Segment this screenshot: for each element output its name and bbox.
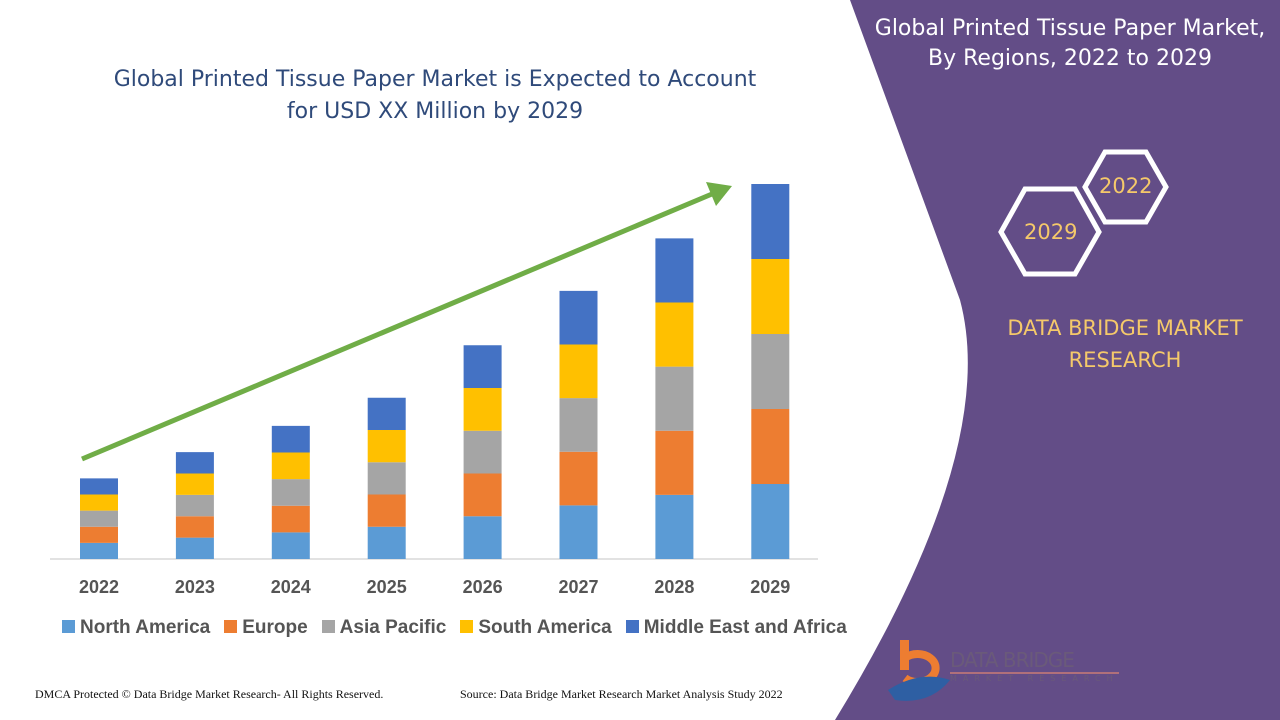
title-line-1: Global Printed Tissue Paper Market is Ex… — [113, 67, 757, 92]
x-tick-label: 2029 — [750, 577, 790, 597]
legend-label: Asia Pacific — [339, 617, 447, 638]
bar-2025-series-0 — [367, 526, 406, 559]
purple-panel — [835, 0, 1280, 720]
bar-2026-series-2 — [463, 430, 502, 474]
bar-2022-series-2 — [80, 510, 118, 527]
legend-swatch — [62, 620, 75, 633]
bar-2026-series-4 — [463, 345, 502, 388]
bar-2027-series-4 — [559, 290, 598, 345]
brand-text: DATA BRIDGE MARKET RESEARCH — [980, 312, 1270, 376]
x-tick-label: 2026 — [463, 577, 503, 597]
x-tick-label: 2025 — [367, 577, 407, 597]
chart-title: Global Printed Tissue Paper Market is Ex… — [80, 64, 790, 128]
legend-swatch — [321, 620, 335, 633]
panel-title-line-2: By Regions, 2022 to 2029 — [928, 46, 1212, 71]
x-tick-label: 2024 — [271, 577, 311, 597]
trend-arrow — [81, 191, 713, 462]
bar-2023-series-1 — [175, 516, 214, 538]
bar-2027-series-0 — [559, 505, 598, 559]
legend-item: Europe — [224, 617, 308, 639]
hex-label-2029: 2029 — [1024, 220, 1078, 244]
bar-2024-series-1 — [271, 505, 310, 533]
bar-2024-series-2 — [271, 479, 310, 506]
x-tick-label: 2022 — [79, 577, 119, 597]
brand-line-1: DATA BRIDGE MARKET — [1007, 316, 1243, 340]
bar-2024-series-4 — [271, 425, 310, 453]
bar-2029-series-2 — [751, 334, 790, 409]
bar-2028-series-2 — [655, 366, 694, 431]
legend-label: Europe — [242, 617, 308, 638]
title-line-2: for USD XX Million by 2029 — [286, 99, 584, 124]
x-tick-label: 2023 — [175, 577, 215, 597]
legend-item: Asia Pacific — [321, 617, 447, 639]
bar-2028-series-1 — [655, 430, 694, 495]
bar-2027-series-2 — [559, 398, 598, 452]
logo-icon — [888, 640, 950, 701]
bar-2023-series-3 — [175, 473, 214, 495]
bar-2026-series-1 — [463, 473, 502, 517]
bar-2029-series-1 — [751, 409, 790, 484]
hex-label-2022: 2022 — [1099, 174, 1153, 198]
bar-2029-series-3 — [751, 259, 790, 334]
footer-copyright: DMCA Protected © Data Bridge Market Rese… — [35, 687, 384, 701]
bar-2022-series-3 — [80, 494, 118, 511]
legend-swatch — [224, 620, 238, 633]
bar-2028-series-3 — [655, 302, 694, 367]
bar-2023-series-4 — [175, 452, 214, 474]
legend-label: North America — [80, 617, 211, 638]
hexagon-2022 — [1082, 149, 1169, 225]
bar-2024-series-0 — [271, 532, 310, 559]
bar-2028-series-0 — [655, 494, 694, 559]
bar-2027-series-3 — [559, 344, 598, 399]
bar-2028-series-4 — [655, 238, 694, 303]
bar-2025-series-3 — [367, 430, 406, 463]
logo-line-2: MARKET RESEARCH — [950, 672, 1119, 683]
bar-2025-series-2 — [367, 462, 406, 495]
bar-2025-series-4 — [367, 397, 406, 430]
legend-item: North America — [62, 617, 210, 639]
logo: DATA BRIDGE MARKET RESEARCH — [950, 648, 1119, 683]
brand-line-2: RESEARCH — [1068, 348, 1182, 372]
bar-2025-series-1 — [367, 494, 406, 527]
x-tick-label: 2027 — [558, 577, 598, 597]
bar-2024-series-3 — [271, 452, 310, 480]
panel-title: Global Printed Tissue Paper Market, By Re… — [868, 14, 1272, 74]
trend-arrowhead — [706, 182, 732, 206]
legend-swatch — [460, 620, 474, 633]
legend-label: Middle East and Africa — [643, 617, 847, 638]
legend-swatch — [625, 620, 639, 633]
legend-item: Middle East and Africa — [625, 617, 847, 639]
legend-label: South America — [478, 617, 612, 638]
bar-2023-series-2 — [175, 494, 214, 517]
x-tick-label: 2028 — [654, 577, 694, 597]
bar-2029-series-4 — [751, 184, 790, 259]
panel-title-line-1: Global Printed Tissue Paper Market, — [874, 16, 1266, 41]
bar-2023-series-0 — [175, 537, 214, 559]
logo-line-1: DATA BRIDGE — [950, 648, 1075, 672]
footer-source: Source: Data Bridge Market Research Mark… — [460, 687, 783, 701]
hexagon-2029 — [998, 186, 1102, 277]
bar-2026-series-0 — [463, 516, 502, 559]
bar-2022-series-4 — [80, 478, 118, 495]
bar-2029-series-0 — [751, 484, 790, 559]
bar-2027-series-1 — [559, 451, 598, 506]
bar-2022-series-0 — [80, 542, 118, 559]
bar-2022-series-1 — [80, 526, 118, 543]
legend-item: South America — [460, 617, 612, 639]
legend: North America Europe Asia Pacific South Ame… — [62, 617, 847, 639]
bar-2026-series-3 — [463, 388, 502, 431]
